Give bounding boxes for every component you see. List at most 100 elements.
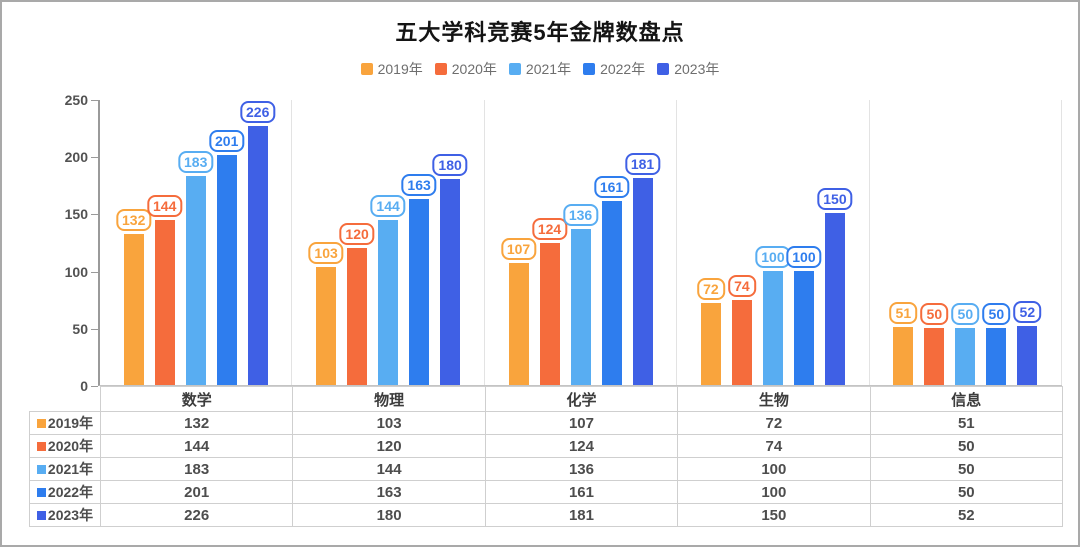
table-header-category: 化学 xyxy=(484,386,679,412)
legend-item-2023年[interactable]: 2023年 xyxy=(657,59,719,79)
bar-group-slot: 180 xyxy=(432,154,468,385)
y-axis-tick-mark xyxy=(91,100,98,101)
bar-value-label: 136 xyxy=(562,204,599,226)
legend-label: 2023年 xyxy=(674,61,720,77)
legend-item-2022年[interactable]: 2022年 xyxy=(583,59,645,79)
bar-group-slot: 132 xyxy=(116,209,152,385)
legend-swatch-icon xyxy=(434,63,447,75)
bar-2019年-生物 xyxy=(700,303,721,385)
table-value-cell: 144 xyxy=(99,434,294,458)
category-panel-2: 103 120 144 163 180 xyxy=(292,100,485,385)
table-value-cell: 100 xyxy=(677,480,871,504)
bar-value-label: 100 xyxy=(786,246,822,268)
table-row: 2022年 201 163 161 100 50 xyxy=(29,480,1064,504)
table-row: 2019年 132 103 107 72 51 xyxy=(29,411,1064,435)
series-swatch-icon xyxy=(36,442,46,451)
bar-value-label: 226 xyxy=(240,101,276,123)
series-name: 2020年 xyxy=(47,438,94,454)
plot-area: 132 144 183 201 226 103 120 144 163 180 107 124 136 1… xyxy=(98,100,1063,386)
table-value-cell: 50 xyxy=(869,457,1064,481)
series-name: 2019年 xyxy=(47,415,94,431)
legend-item-2021年[interactable]: 2021年 xyxy=(508,59,571,79)
bar-group-slot: 150 xyxy=(817,188,853,385)
bar-group-slot: 136 xyxy=(562,204,599,385)
table-row: 2023年 226 180 181 150 52 xyxy=(29,503,1064,527)
table-value-cell: 51 xyxy=(869,411,1064,435)
table-value-cell: 72 xyxy=(677,411,871,435)
bar-2023年-数学 xyxy=(247,126,268,385)
bar-2020年-信息 xyxy=(924,328,945,385)
bar-group-slot: 144 xyxy=(370,195,406,385)
bar-2023年-化学 xyxy=(632,178,653,385)
bar-2021年-信息 xyxy=(955,328,976,385)
bar-value-label: 103 xyxy=(308,242,344,264)
bar-group-slot: 50 xyxy=(920,303,949,385)
bar-2021年-数学 xyxy=(185,176,206,385)
series-name: 2023年 xyxy=(47,507,94,523)
bar-2022年-物理 xyxy=(409,199,430,385)
bar-value-label: 201 xyxy=(209,130,245,152)
table-value-cell: 161 xyxy=(484,480,679,504)
bar-group-slot: 161 xyxy=(593,176,630,385)
y-axis-tick-label: 100 xyxy=(64,263,88,280)
bar-2019年-化学 xyxy=(508,263,529,385)
bar-group-slot: 201 xyxy=(209,130,245,385)
bar-group-slot: 74 xyxy=(728,275,756,385)
y-axis-tick-mark xyxy=(91,328,98,330)
table-value-cell: 74 xyxy=(677,434,871,458)
bar-2019年-数学 xyxy=(123,234,144,385)
table-value-cell: 50 xyxy=(869,434,1064,458)
table-row-label: 2021年 xyxy=(29,457,101,481)
bar-group-slot: 100 xyxy=(786,246,822,385)
bar-2019年-物理 xyxy=(316,267,337,385)
legend-swatch-icon xyxy=(583,63,596,75)
bar-2021年-生物 xyxy=(762,271,783,385)
table-row-label: 2020年 xyxy=(29,434,101,458)
bar-2022年-数学 xyxy=(216,155,237,385)
table-value-cell: 124 xyxy=(484,434,679,458)
table-value-cell: 144 xyxy=(292,457,486,481)
bar-2020年-物理 xyxy=(347,248,368,385)
bar-2023年-物理 xyxy=(440,179,461,385)
category-panel-1: 132 144 183 201 226 xyxy=(100,100,293,385)
bar-value-label: 144 xyxy=(370,195,406,217)
table-value-cell: 136 xyxy=(484,457,679,481)
category-panel-5: 51 50 50 50 52 xyxy=(870,100,1063,385)
bar-2020年-数学 xyxy=(154,220,175,385)
legend-swatch-icon xyxy=(508,63,521,75)
table-value-cell: 150 xyxy=(677,503,871,527)
bar-2023年-生物 xyxy=(824,213,845,385)
legend-label: 2022年 xyxy=(600,61,646,77)
table-corner-cell xyxy=(30,387,101,412)
chart-title: 五大学科竞赛5年金牌数盘点 xyxy=(395,20,685,45)
bar-group-slot: 107 xyxy=(500,238,537,385)
legend-swatch-icon xyxy=(657,63,670,75)
y-axis-tick-label: 200 xyxy=(64,149,88,166)
y-axis-tick-mark xyxy=(91,157,98,159)
legend: 2019年 2020年 2021年 2022年 2023年 xyxy=(2,60,1078,78)
series-name: 2022年 xyxy=(47,484,94,500)
bar-group-slot: 163 xyxy=(401,174,437,385)
bar-group-slot: 52 xyxy=(1013,301,1042,385)
table-row-label: 2022年 xyxy=(29,480,101,504)
table-value-cell: 103 xyxy=(292,411,486,435)
bar-group-slot: 120 xyxy=(339,223,375,385)
bar-2022年-化学 xyxy=(601,201,622,385)
legend-item-2020年[interactable]: 2020年 xyxy=(434,59,497,79)
table-header-category: 数学 xyxy=(99,386,294,412)
table-value-cell: 50 xyxy=(869,480,1064,504)
table-row-label: 2023年 xyxy=(29,503,101,527)
bar-2022年-生物 xyxy=(793,271,814,385)
bar-2019年-信息 xyxy=(893,327,914,385)
legend-item-2019年[interactable]: 2019年 xyxy=(360,59,423,79)
bar-value-label: 144 xyxy=(147,195,183,217)
table-value-cell: 163 xyxy=(292,480,486,504)
y-axis-tick-label: 50 xyxy=(72,320,88,337)
bar-group-slot: 181 xyxy=(624,153,661,385)
bar-value-label: 181 xyxy=(624,153,661,175)
y-axis-tick-mark xyxy=(91,386,98,387)
bar-value-label: 52 xyxy=(1013,301,1042,323)
category-panel-4: 72 74 100 100 150 xyxy=(677,100,870,385)
table-value-cell: 226 xyxy=(99,503,294,527)
